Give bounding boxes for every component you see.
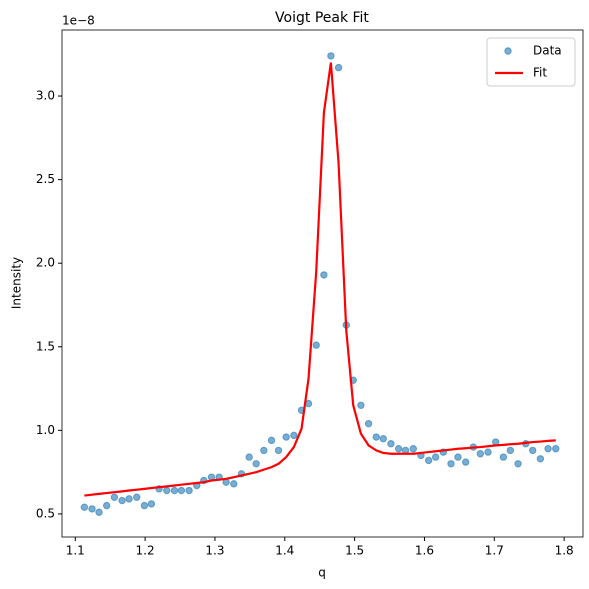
data-point xyxy=(372,433,380,441)
data-point xyxy=(102,501,111,510)
data-point xyxy=(447,460,455,468)
data-point xyxy=(88,505,96,513)
data-point xyxy=(274,446,283,455)
x-tick-label: 1.6 xyxy=(415,544,434,558)
data-point xyxy=(499,453,508,461)
data-point xyxy=(282,433,290,441)
x-tick-label: 1.1 xyxy=(66,544,85,558)
data-point xyxy=(185,486,193,495)
legend-box xyxy=(486,37,576,87)
data-point xyxy=(312,341,320,349)
data-point xyxy=(544,445,552,453)
data-point xyxy=(95,508,103,516)
offset-label: 1e−8 xyxy=(62,14,95,28)
data-point xyxy=(387,440,395,448)
data-point xyxy=(177,486,186,495)
data-point xyxy=(536,455,545,463)
data-point xyxy=(118,496,126,505)
data-point xyxy=(552,445,560,453)
data-point xyxy=(140,501,149,510)
data-point xyxy=(260,446,268,455)
y-tick-label: 1.5 xyxy=(36,339,55,353)
data-point xyxy=(364,419,373,428)
y-tick-label: 2.0 xyxy=(36,256,55,270)
chart-title: Voigt Peak Fit xyxy=(275,10,369,26)
data-point xyxy=(80,503,89,511)
y-tick-label: 1.0 xyxy=(36,423,55,437)
data-point xyxy=(401,446,410,455)
data-point xyxy=(454,453,462,461)
x-tick-label: 1.8 xyxy=(555,544,574,558)
data-point xyxy=(320,271,328,279)
y-tick-label: 2.5 xyxy=(36,172,55,186)
legend-marker xyxy=(504,47,512,55)
data-point xyxy=(110,493,119,501)
data-point xyxy=(125,495,133,503)
legend-label: Fit xyxy=(533,66,547,80)
data-point xyxy=(357,401,365,409)
x-tick-label: 1.3 xyxy=(205,544,224,558)
data-point xyxy=(506,446,515,455)
data-point xyxy=(245,453,253,461)
fit-line xyxy=(84,62,556,497)
data-point xyxy=(484,448,492,456)
data-point xyxy=(252,460,260,468)
data-point xyxy=(431,453,440,461)
data-point xyxy=(424,456,433,465)
data-point xyxy=(409,445,417,453)
x-tick-label: 1.5 xyxy=(345,544,364,558)
data-point xyxy=(514,460,522,468)
plot-frame xyxy=(61,29,584,538)
data-point xyxy=(379,435,387,443)
data-point xyxy=(461,458,470,466)
y-axis-label: Intensity xyxy=(10,257,24,309)
data-point xyxy=(394,445,403,453)
data-point xyxy=(267,436,276,445)
data-point xyxy=(476,450,485,458)
y-tick-label: 0.5 xyxy=(36,506,55,520)
data-point xyxy=(230,480,238,488)
x-tick-label: 1.2 xyxy=(136,544,155,558)
y-tick-label: 3.0 xyxy=(36,89,55,103)
data-point xyxy=(163,486,171,495)
legend-label: Data xyxy=(533,44,562,58)
x-axis-label: q xyxy=(318,566,326,580)
x-tick-label: 1.7 xyxy=(485,544,504,558)
data-point xyxy=(170,486,179,495)
data-point xyxy=(290,431,298,440)
data-point xyxy=(327,52,335,60)
data-point xyxy=(334,63,343,72)
data-point xyxy=(147,500,156,508)
data-point xyxy=(529,446,537,455)
x-tick-label: 1.4 xyxy=(275,544,294,558)
data-point xyxy=(133,493,141,501)
